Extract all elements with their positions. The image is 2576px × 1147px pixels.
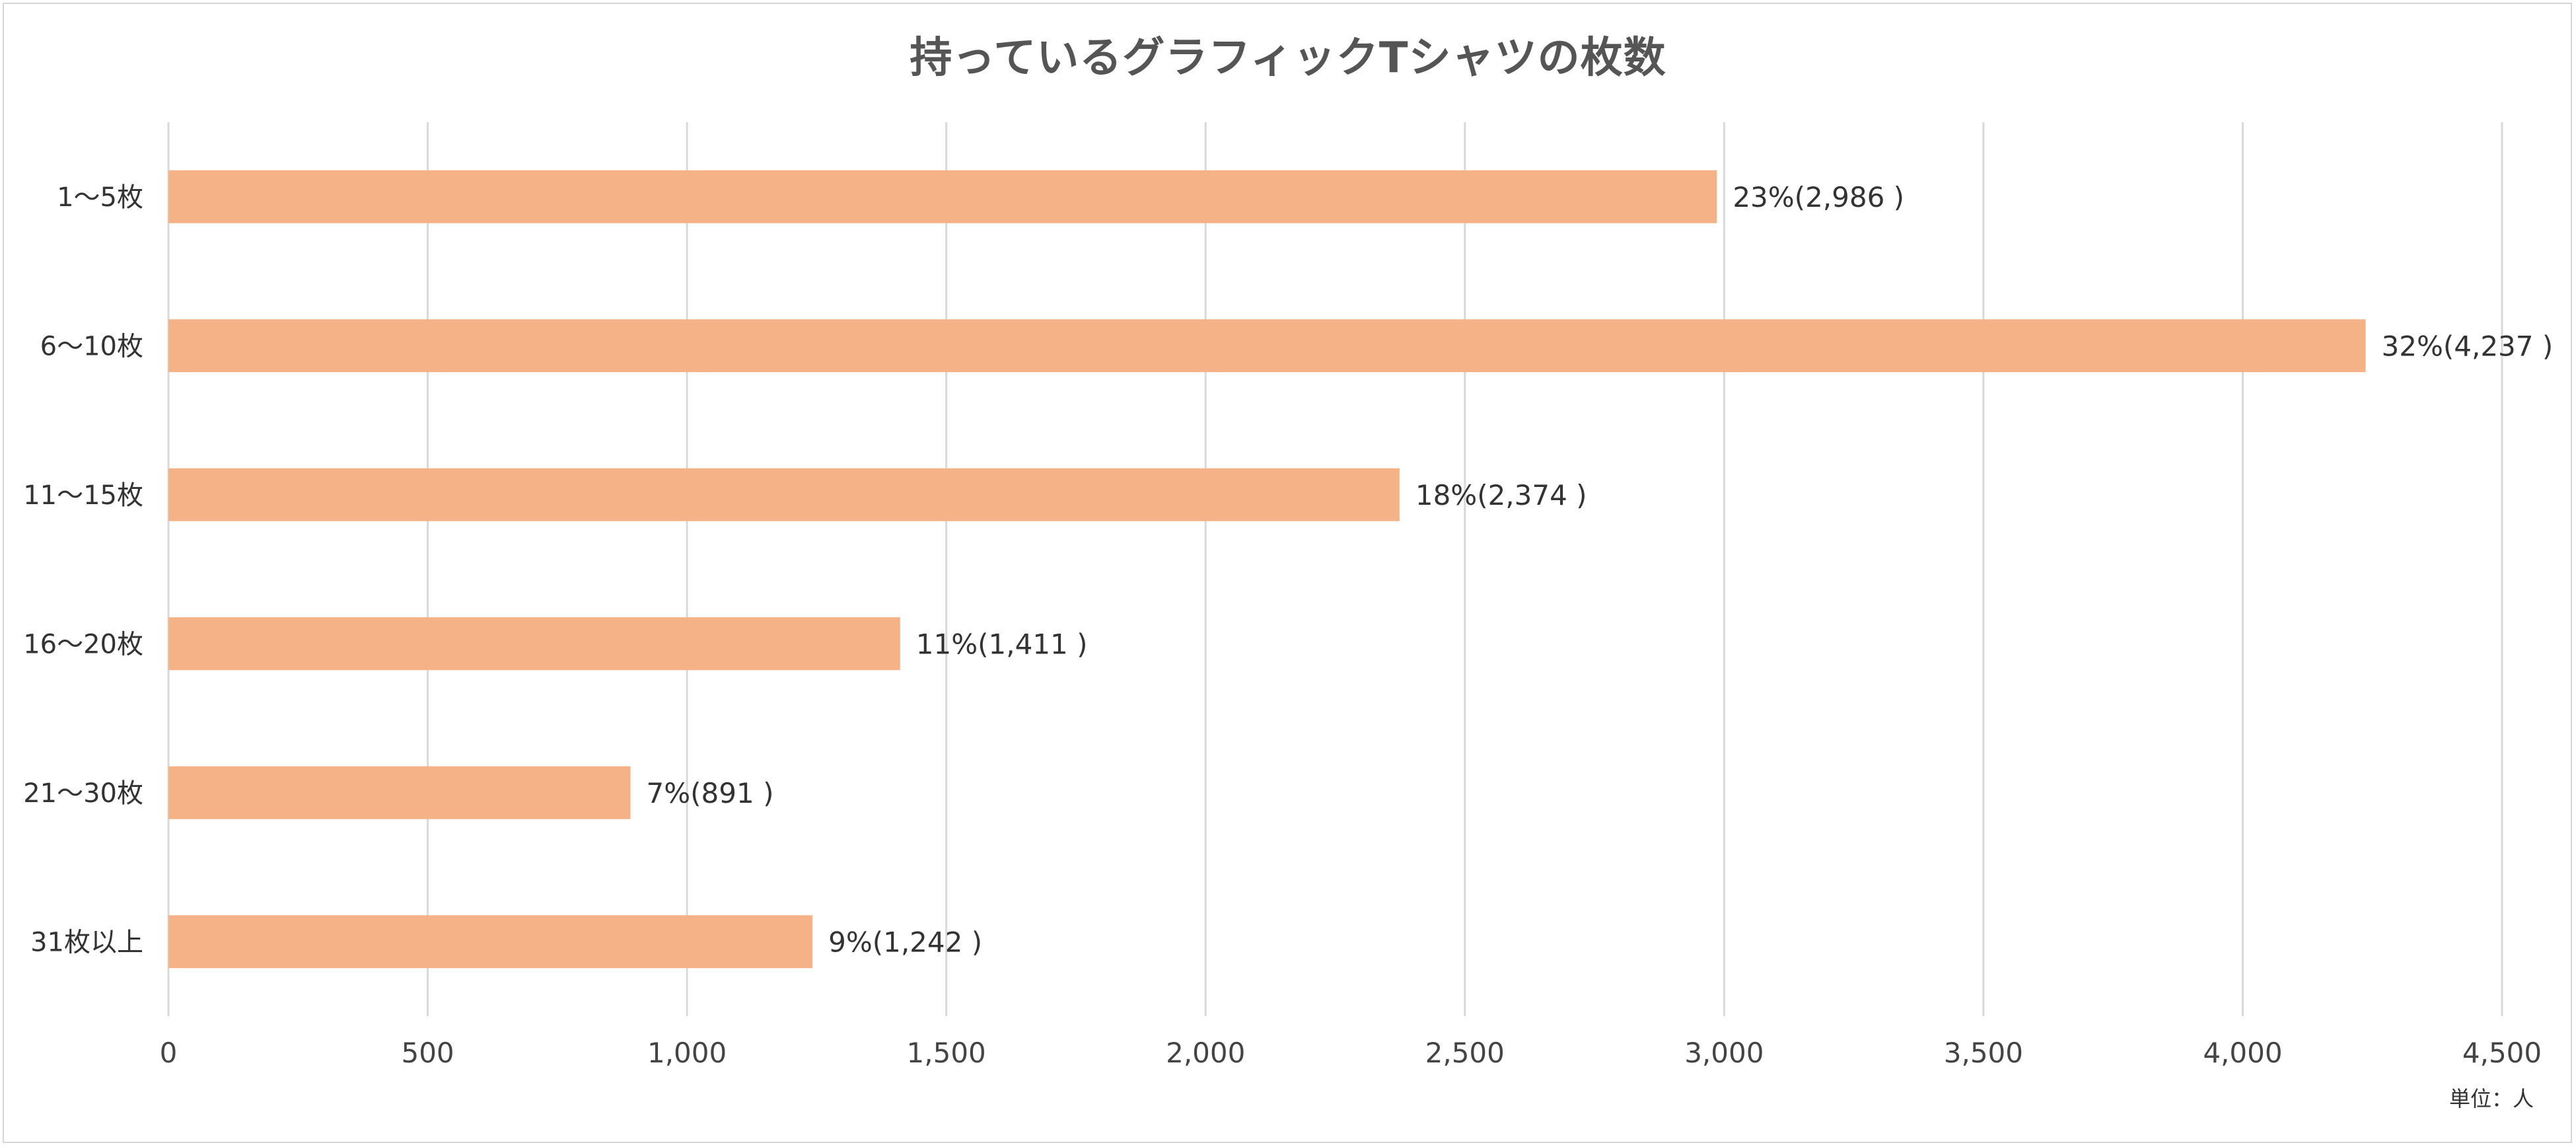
data-label: 23%(2,986 )	[1733, 181, 1904, 213]
x-tick-label: 500	[401, 1037, 454, 1069]
x-tick-label: 1,000	[647, 1037, 727, 1069]
x-tick-label: 3,500	[1944, 1037, 2023, 1069]
x-tick-label: 2,000	[1166, 1037, 1245, 1069]
x-tick-label: 4,500	[2462, 1037, 2542, 1069]
bar	[168, 170, 1717, 223]
data-label: 11%(1,411 )	[916, 628, 1088, 660]
bar	[168, 766, 631, 819]
category-label: 31枚以上	[30, 927, 143, 957]
x-tick-label: 4,000	[2203, 1037, 2282, 1069]
bar	[168, 617, 900, 671]
bar	[168, 915, 813, 969]
data-label: 9%(1,242 )	[828, 926, 982, 958]
data-label: 18%(2,374 )	[1415, 479, 1587, 511]
category-label: 21〜30枚	[23, 778, 143, 809]
category-label: 6〜10枚	[40, 331, 143, 361]
category-label: 1〜5枚	[57, 182, 143, 213]
x-tick-label: 0	[160, 1037, 178, 1069]
category-label: 11〜15枚	[23, 480, 143, 511]
x-tick-label: 3,000	[1684, 1037, 1764, 1069]
data-label: 7%(891 )	[647, 777, 774, 809]
bar	[168, 468, 1400, 521]
bar	[168, 319, 2366, 373]
x-tick-label: 2,500	[1425, 1037, 1505, 1069]
x-tick-label: 1,500	[907, 1037, 986, 1069]
data-label: 32%(4,237 )	[2382, 330, 2554, 362]
unit-label: 単位：人	[2449, 1086, 2534, 1111]
chart-title: 持っているグラフィックTシャツの枚数	[910, 34, 1666, 83]
category-label: 16〜20枚	[23, 629, 143, 659]
